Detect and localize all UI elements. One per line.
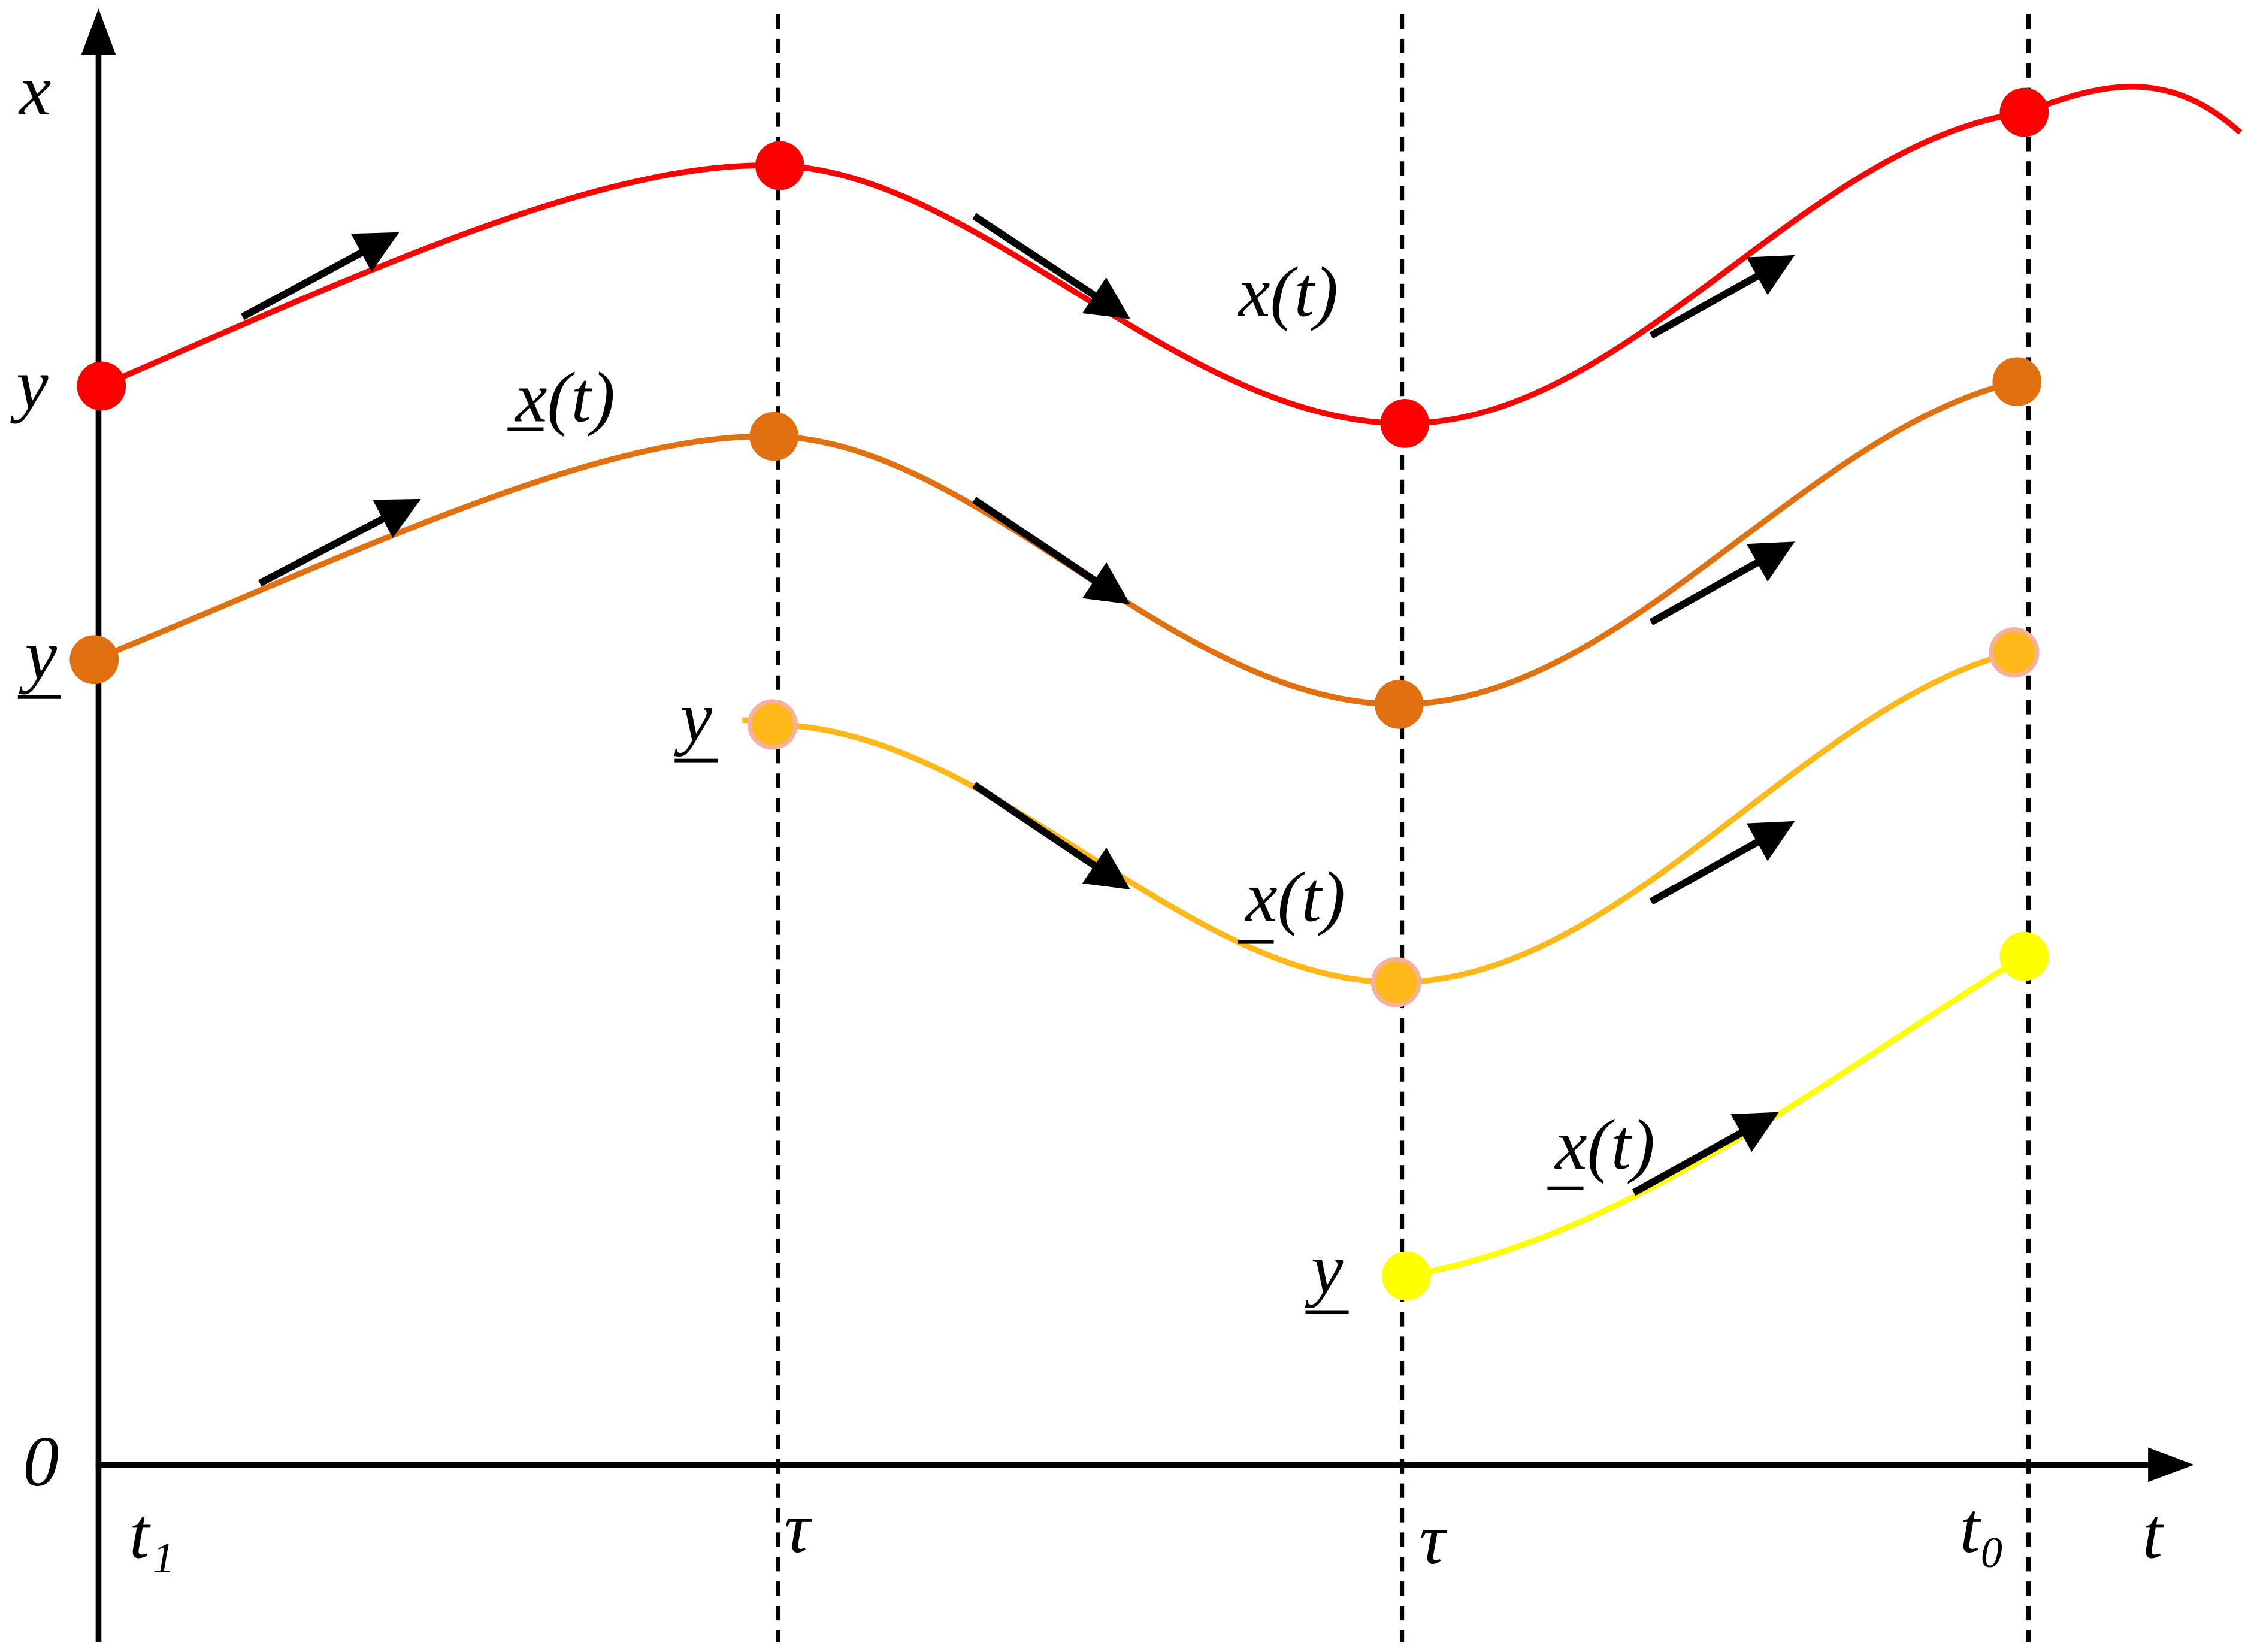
time-mark: t₀ — [1960, 1488, 2005, 1568]
arrow — [241, 232, 400, 320]
point — [1999, 931, 2049, 981]
curve-label: x(t) — [1554, 1105, 1655, 1185]
point — [755, 141, 804, 190]
point — [1370, 957, 1422, 1007]
curve — [100, 83, 2243, 426]
point — [1999, 87, 2049, 137]
curve — [742, 649, 2015, 985]
arrow — [258, 498, 421, 587]
time-mark: τ — [784, 1488, 812, 1568]
point — [1989, 627, 2040, 678]
point — [1381, 1251, 1431, 1301]
arrow — [972, 782, 1130, 889]
point — [1380, 399, 1430, 448]
arrow — [1632, 1112, 1779, 1196]
point — [1374, 679, 1424, 729]
start-label: y — [1305, 1229, 1344, 1309]
arrow — [1649, 541, 1795, 626]
origin-label: 0 — [23, 1422, 59, 1502]
start-label: y — [674, 677, 713, 757]
curve — [1405, 954, 2026, 1279]
start-label: y — [10, 345, 49, 425]
arrow — [1649, 821, 1795, 905]
time-mark: τ — [1420, 1500, 1448, 1580]
horizontal-axis-label: t — [2143, 1494, 2164, 1574]
curve-label: x(t) — [514, 358, 615, 437]
time-mark: t₁ — [129, 1494, 174, 1574]
start-label: y — [19, 616, 58, 695]
arrow — [972, 497, 1130, 604]
curve — [93, 379, 2018, 707]
arrow — [972, 213, 1130, 319]
curve-label: x(t) — [1244, 858, 1345, 937]
vertical-axis-label: x — [18, 51, 51, 131]
curve-label: x(t) — [1237, 253, 1338, 332]
point — [749, 412, 799, 461]
point — [69, 635, 119, 685]
arrow — [1649, 255, 1795, 339]
point — [1992, 357, 2042, 407]
point — [747, 699, 798, 750]
point — [77, 361, 126, 411]
